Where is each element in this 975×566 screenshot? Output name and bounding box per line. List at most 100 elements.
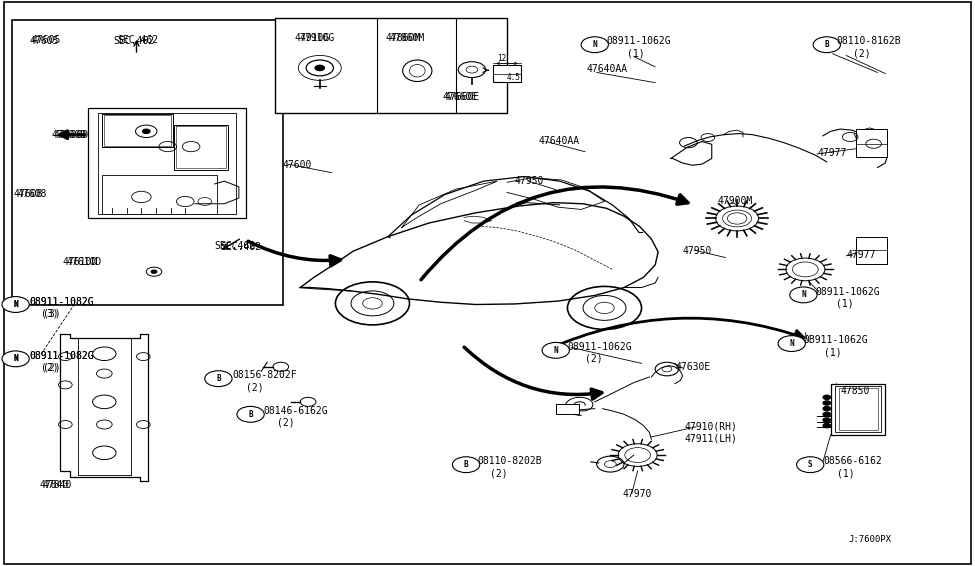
Text: (1): (1) <box>627 48 644 58</box>
FancyArrowPatch shape <box>249 241 340 265</box>
Text: 08911-1082G: 08911-1082G <box>29 297 94 307</box>
Text: 0B911-1062G: 0B911-1062G <box>803 335 868 345</box>
Circle shape <box>237 406 264 422</box>
Text: 47608: 47608 <box>18 189 47 199</box>
Circle shape <box>790 287 817 303</box>
Text: 08110-8162B: 08110-8162B <box>837 36 901 46</box>
Text: N: N <box>554 346 558 355</box>
Circle shape <box>823 412 831 417</box>
Text: 08911-1082G: 08911-1082G <box>29 351 94 361</box>
Bar <box>102 114 173 147</box>
Ellipse shape <box>410 65 425 77</box>
Circle shape <box>3 351 28 366</box>
Circle shape <box>2 351 29 367</box>
Bar <box>856 129 887 157</box>
Circle shape <box>823 406 831 411</box>
Text: (1): (1) <box>836 298 853 308</box>
Text: 08911-1062G: 08911-1062G <box>815 286 879 297</box>
FancyArrowPatch shape <box>421 187 688 280</box>
Text: 47600: 47600 <box>283 160 312 170</box>
Circle shape <box>205 371 232 387</box>
Text: N: N <box>801 290 805 299</box>
Text: 47600D: 47600D <box>52 130 87 140</box>
Bar <box>835 386 881 432</box>
Text: (2): (2) <box>41 363 58 373</box>
Text: N: N <box>593 40 597 49</box>
Text: 47640AA: 47640AA <box>538 136 579 146</box>
Text: B: B <box>825 40 829 49</box>
Text: B: B <box>249 410 253 419</box>
Circle shape <box>823 395 831 400</box>
Text: 47860M: 47860M <box>385 33 420 43</box>
Text: SEC.462: SEC.462 <box>113 36 154 46</box>
Circle shape <box>315 65 325 71</box>
Text: N: N <box>14 300 18 309</box>
Bar <box>18 71 66 95</box>
Bar <box>12 20 283 305</box>
Text: N: N <box>14 354 18 363</box>
Text: 47840: 47840 <box>43 479 72 490</box>
Bar <box>838 388 878 430</box>
Circle shape <box>3 297 28 312</box>
Text: SEC.462: SEC.462 <box>117 35 158 45</box>
Bar <box>493 65 521 82</box>
Bar <box>856 237 887 264</box>
Text: (1): (1) <box>824 347 841 357</box>
Text: (2): (2) <box>853 48 871 58</box>
Text: S: S <box>808 460 812 469</box>
Circle shape <box>151 270 157 273</box>
Text: 08156-8202F: 08156-8202F <box>232 370 296 380</box>
Text: 47910G: 47910G <box>299 33 334 43</box>
Text: 08911-1082G: 08911-1082G <box>29 297 94 307</box>
Circle shape <box>813 37 840 53</box>
Text: 47970: 47970 <box>622 489 651 499</box>
Text: 47910(RH): 47910(RH) <box>684 421 737 431</box>
Text: 47600D: 47600D <box>54 130 89 140</box>
Text: 47977: 47977 <box>846 250 876 260</box>
Text: B: B <box>464 460 468 469</box>
Bar <box>104 115 171 146</box>
Text: (2): (2) <box>43 363 60 373</box>
Text: (2): (2) <box>277 418 294 428</box>
Text: 47610D: 47610D <box>62 257 98 267</box>
FancyArrowPatch shape <box>547 318 803 350</box>
Polygon shape <box>300 203 658 305</box>
Text: 08566-6162: 08566-6162 <box>823 456 881 466</box>
Text: (2): (2) <box>490 468 508 478</box>
Text: SEC.462: SEC.462 <box>220 242 261 252</box>
Text: 08110-8202B: 08110-8202B <box>478 456 542 466</box>
Text: 47850: 47850 <box>840 386 870 396</box>
Text: 12: 12 <box>497 54 506 63</box>
Text: 47608: 47608 <box>14 189 43 199</box>
Circle shape <box>452 457 480 473</box>
Polygon shape <box>60 334 148 481</box>
Text: 47950: 47950 <box>682 246 712 256</box>
Text: 47630E: 47630E <box>676 362 711 372</box>
Circle shape <box>823 418 831 422</box>
Text: N: N <box>14 300 18 309</box>
Text: 08911-1062G: 08911-1062G <box>567 342 632 352</box>
FancyArrowPatch shape <box>464 347 602 399</box>
Circle shape <box>2 297 29 312</box>
Bar <box>275 18 507 113</box>
Bar <box>556 404 579 414</box>
Bar <box>176 126 226 168</box>
Text: (2): (2) <box>585 354 603 364</box>
Circle shape <box>823 401 831 405</box>
Text: 47900M: 47900M <box>718 196 753 206</box>
Text: 47605: 47605 <box>29 36 58 46</box>
Text: 08911-1082G: 08911-1082G <box>29 351 94 361</box>
Bar <box>831 384 885 435</box>
Text: 47640AA: 47640AA <box>587 63 628 74</box>
Text: 47860M: 47860M <box>390 33 425 43</box>
Text: (1): (1) <box>837 468 854 478</box>
Text: 4.5: 4.5 <box>507 73 521 82</box>
Text: SEC.462: SEC.462 <box>214 241 255 251</box>
Text: (3): (3) <box>43 308 60 319</box>
Ellipse shape <box>403 60 432 82</box>
Text: (2): (2) <box>246 382 263 392</box>
Circle shape <box>778 336 805 351</box>
Bar <box>98 113 236 214</box>
Text: 47950: 47950 <box>515 175 544 186</box>
Text: 08146-6162G: 08146-6162G <box>263 406 328 416</box>
